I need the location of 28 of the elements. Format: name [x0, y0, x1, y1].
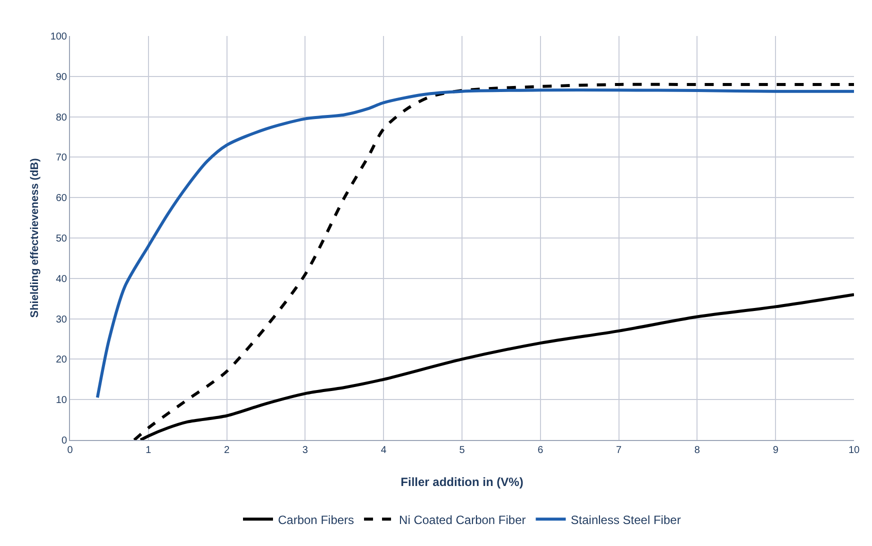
legend-label: Carbon Fibers	[278, 512, 354, 527]
line-series	[96, 88, 854, 400]
y-tick-label: 10	[56, 395, 68, 406]
y-tick-label: 80	[56, 112, 68, 124]
x-tick-label: 9	[772, 445, 779, 456]
x-tick-label: 6	[538, 445, 544, 456]
x-tick-label: 8	[694, 445, 700, 456]
y-tick-label: 70	[56, 152, 68, 164]
x-tick-label: 1	[146, 445, 152, 456]
x-tick-label: 4	[380, 445, 387, 456]
x-tick-label: 3	[302, 445, 308, 456]
y-tick-label: 0	[61, 436, 68, 446]
y-tick-label: 90	[56, 72, 68, 83]
x-tick-label: 10	[848, 445, 860, 456]
legend-label: Stainless Steel Fiber	[570, 512, 681, 527]
y-tick-label: 60	[56, 193, 68, 204]
x-tick-label: 5	[459, 445, 466, 456]
y-tick-label: 20	[56, 354, 68, 366]
line-series	[132, 82, 854, 440]
y-axis-title: Shielding effectvieveness (dB)	[29, 158, 41, 318]
y-tick-label: 40	[56, 274, 68, 285]
y-tick-label: 50	[56, 234, 68, 244]
legend-label: Ni Coated Carbon Fiber	[399, 512, 526, 527]
y-tick-label: 100	[50, 32, 68, 42]
x-tick-label: 2	[224, 445, 230, 456]
x-tick-label: 7	[616, 445, 622, 456]
y-tick-label: 30	[56, 314, 68, 326]
x-axis-title: Filler addition in (V%)	[400, 475, 524, 489]
